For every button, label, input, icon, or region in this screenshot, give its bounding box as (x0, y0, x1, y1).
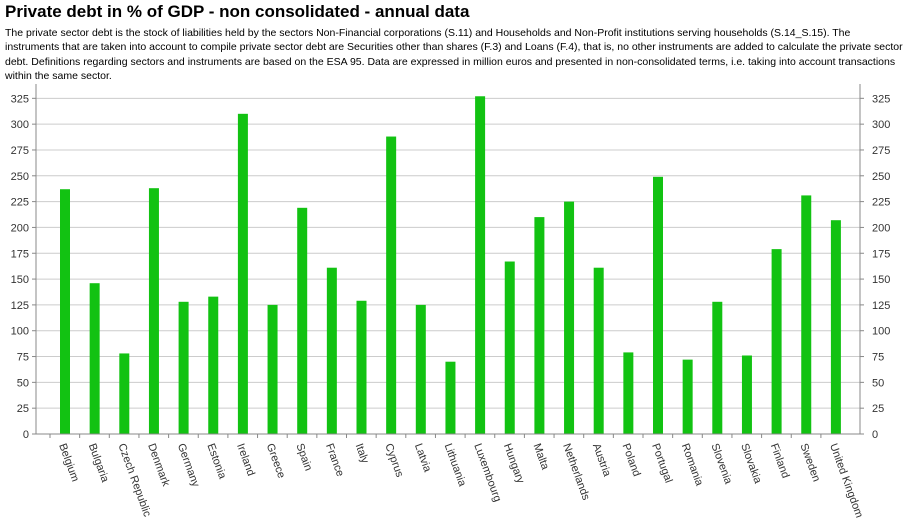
y-tick-label-left: 175 (11, 248, 29, 260)
y-tick-label-left: 25 (17, 403, 29, 415)
y-tick-label-right: 75 (872, 352, 884, 364)
y-tick-label-left: 100 (11, 326, 29, 338)
bar (771, 249, 782, 434)
y-tick-label-right: 325 (872, 93, 890, 105)
x-tick-label: France (323, 442, 346, 478)
y-axis-right: 0 25 50 75 100 125 150 175 200 225 250 275 300 325 (872, 93, 890, 441)
x-tick-label: United Kingdom (827, 442, 865, 520)
bar (741, 355, 752, 434)
y-tick-label-right: 125 (872, 300, 890, 312)
bar (475, 96, 486, 434)
y-tick-label-right: 225 (872, 197, 890, 209)
y-tick-label-right: 300 (872, 119, 890, 131)
y-tick-label-left: 200 (11, 222, 29, 234)
x-tick-label: Cyprus (382, 442, 405, 479)
x-tick-label: Sweden (797, 442, 822, 483)
chart-description: The private sector debt is the stock of … (5, 27, 903, 82)
bar (830, 220, 841, 434)
y-tick-label-left: 125 (11, 300, 29, 312)
y-tick-label-right: 175 (872, 248, 890, 260)
y-axis-left: 0 25 50 75 100 125 150 175 200 225 250 275 300 325 (11, 93, 29, 441)
bar (356, 300, 367, 434)
x-tick-label: Austria (590, 442, 613, 479)
x-tick-label: Lithuania (442, 442, 469, 489)
x-tick-label: Luxembourg (471, 442, 503, 504)
bar (801, 195, 812, 434)
bar (445, 361, 456, 434)
x-tick-label: Latvia (412, 442, 434, 475)
x-tick-label: Belgium (56, 442, 81, 483)
x-tick-label: Ireland (234, 442, 257, 478)
x-tick-label: Germany (175, 442, 202, 489)
bar (267, 304, 278, 434)
bar (534, 217, 545, 434)
bar (148, 188, 159, 434)
bar (653, 176, 663, 434)
gridlines (36, 97, 860, 435)
x-tick-label: Slovakia (738, 442, 764, 486)
y-tick-label-right: 150 (872, 274, 890, 286)
y-tick-label-right: 275 (872, 145, 890, 157)
y-tick-label-left: 150 (11, 274, 29, 286)
x-tick-label: Romania (679, 442, 706, 488)
y-tick-label-right: 200 (872, 222, 890, 234)
y-tick-label-left: 325 (11, 93, 29, 105)
x-tick-label: Denmark (145, 442, 172, 489)
axes (32, 84, 864, 438)
bar (297, 207, 308, 434)
y-tick-label-left: 75 (17, 352, 29, 364)
x-tick-label: Portugal (649, 442, 674, 485)
x-tick-label: Poland (620, 442, 643, 478)
y-tick-label-right: 250 (872, 171, 890, 183)
y-tick-label-left: 250 (11, 171, 29, 183)
y-tick-label-left: 225 (11, 197, 29, 209)
bar (623, 352, 634, 434)
x-tick-label: Finland (768, 442, 792, 480)
bar (237, 113, 248, 434)
bar (504, 261, 515, 434)
x-tick-label: Netherlands (560, 442, 592, 502)
bar (593, 267, 604, 434)
x-tick-label: Czech Republic (115, 442, 153, 519)
bar (386, 136, 397, 435)
chart-title: Private debt in % of GDP - non consolida… (5, 2, 470, 21)
y-tick-label-left: 50 (17, 377, 29, 389)
y-tick-label-right: 100 (872, 326, 890, 338)
x-tick-label: Spain (293, 442, 314, 473)
x-tick-label: Greece (264, 442, 288, 480)
bar (712, 301, 723, 434)
x-tick-label: Italy (353, 442, 371, 466)
x-tick-label: Bulgaria (86, 442, 111, 485)
x-tick-label: Hungary (501, 442, 527, 486)
y-tick-label-right: 50 (872, 377, 884, 389)
bars (60, 96, 841, 435)
bar (60, 189, 70, 434)
bar (178, 301, 189, 434)
bar (326, 267, 337, 434)
x-tick-label: Estonia (204, 442, 228, 481)
y-tick-label-left: 0 (23, 429, 29, 441)
y-tick-label-left: 300 (11, 119, 29, 131)
y-tick-label-right: 25 (872, 403, 884, 415)
x-tick-label: Malta (531, 442, 552, 472)
x-tick-label: Slovenia (708, 442, 734, 487)
y-tick-label-right: 0 (872, 429, 878, 441)
bar (119, 353, 130, 434)
bar (564, 201, 575, 434)
y-tick-label-left: 275 (11, 145, 29, 157)
bar (682, 359, 693, 434)
bar (89, 283, 100, 434)
bar (208, 296, 219, 434)
bar (415, 304, 426, 434)
